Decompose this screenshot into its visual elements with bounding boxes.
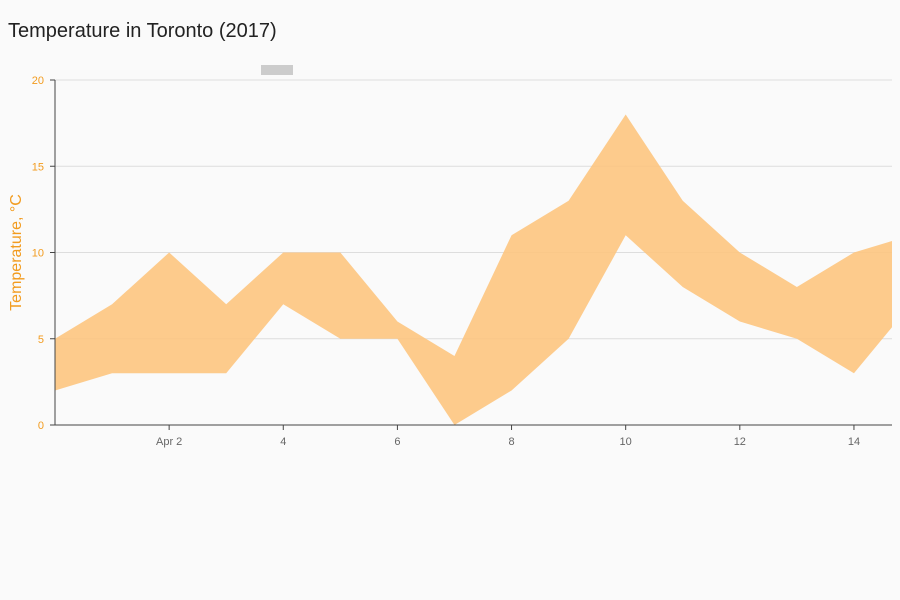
y-tick-label: 15 (32, 161, 44, 173)
temperature-range-area (55, 114, 892, 425)
chart-title: Temperature in Toronto (2017) (8, 20, 277, 42)
x-tick-label: 10 (620, 436, 632, 448)
y-tick-label: 0 (38, 420, 44, 432)
x-tick-label: Apr 2 (156, 436, 182, 448)
x-tick-label: 4 (280, 436, 286, 448)
y-tick-label: 10 (32, 248, 44, 260)
legend-swatch[interactable] (261, 65, 293, 75)
y-tick-label: 20 (32, 75, 44, 87)
x-tick-label: 14 (848, 436, 860, 448)
x-tick-label: 12 (734, 436, 746, 448)
x-tick-label: 6 (394, 436, 400, 448)
x-tick-label: 8 (508, 436, 514, 448)
y-tick-label: 5 (38, 334, 44, 346)
y-axis-label: Temperature, °C (8, 194, 25, 311)
